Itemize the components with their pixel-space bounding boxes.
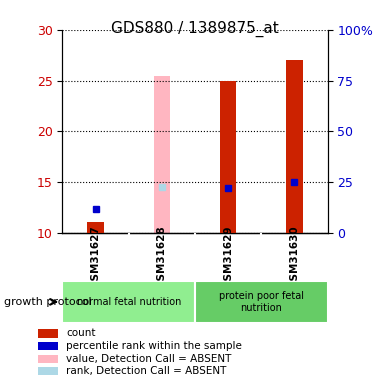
Bar bbox=[38, 342, 57, 350]
Bar bbox=[38, 330, 57, 338]
Bar bbox=[38, 355, 57, 363]
Bar bbox=[154, 76, 170, 232]
Text: GSM31629: GSM31629 bbox=[223, 226, 233, 288]
Bar bbox=[87, 222, 104, 232]
Text: GSM31628: GSM31628 bbox=[157, 226, 167, 288]
Text: growth protocol: growth protocol bbox=[4, 297, 92, 307]
Text: GSM31627: GSM31627 bbox=[90, 225, 101, 288]
Bar bbox=[286, 60, 303, 232]
Text: percentile rank within the sample: percentile rank within the sample bbox=[66, 341, 242, 351]
Text: normal fetal nutrition: normal fetal nutrition bbox=[76, 297, 181, 307]
Text: count: count bbox=[66, 328, 96, 339]
Text: GDS880 / 1389875_at: GDS880 / 1389875_at bbox=[111, 21, 279, 37]
Bar bbox=[62, 281, 195, 322]
Text: rank, Detection Call = ABSENT: rank, Detection Call = ABSENT bbox=[66, 366, 227, 375]
Text: GSM31630: GSM31630 bbox=[289, 226, 300, 288]
Bar bbox=[195, 281, 328, 322]
Text: protein poor fetal
nutrition: protein poor fetal nutrition bbox=[219, 291, 304, 313]
Bar bbox=[38, 368, 57, 375]
Bar bbox=[220, 81, 236, 232]
Text: value, Detection Call = ABSENT: value, Detection Call = ABSENT bbox=[66, 354, 232, 364]
